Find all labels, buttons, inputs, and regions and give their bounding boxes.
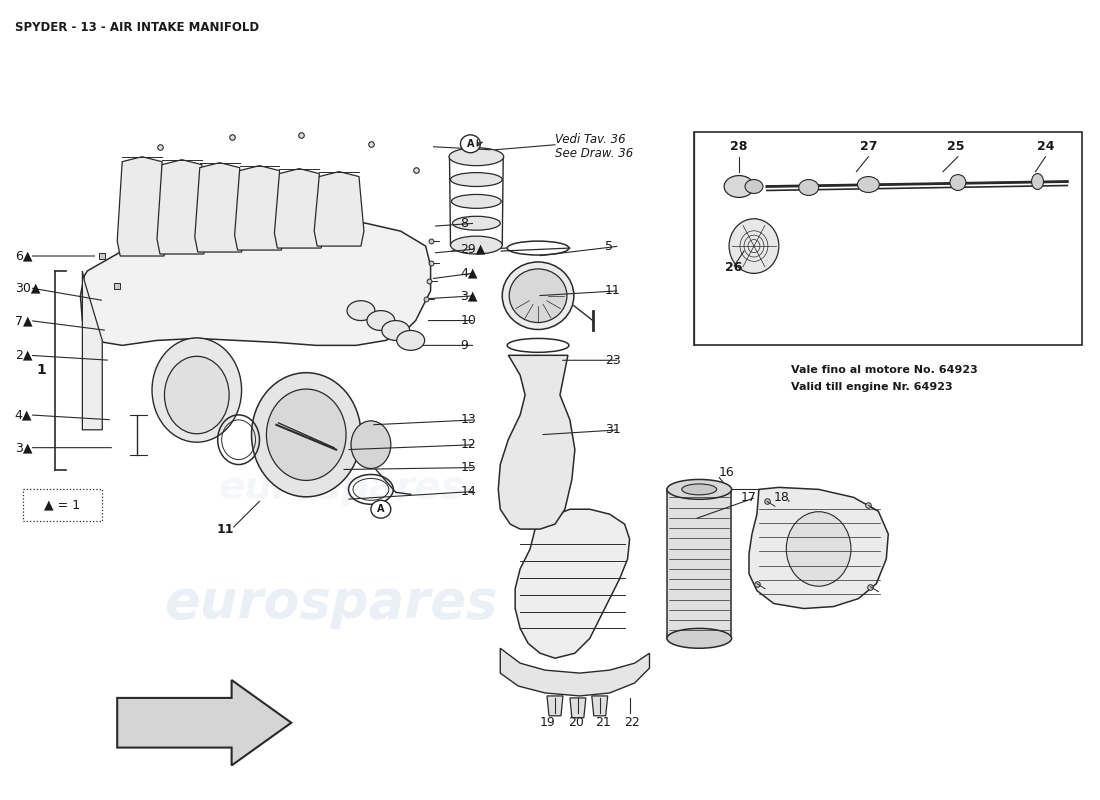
Text: 19: 19 (540, 716, 556, 730)
Ellipse shape (382, 321, 409, 341)
Text: 18: 18 (774, 491, 790, 504)
Text: 9: 9 (461, 339, 469, 352)
Text: 27: 27 (859, 140, 877, 153)
Ellipse shape (451, 236, 503, 254)
Ellipse shape (667, 479, 732, 499)
Polygon shape (592, 696, 607, 716)
Polygon shape (234, 166, 284, 250)
Text: 11: 11 (217, 522, 234, 535)
Polygon shape (157, 160, 207, 254)
Text: 28: 28 (730, 140, 748, 153)
Text: eurospares: eurospares (164, 578, 498, 630)
Ellipse shape (509, 269, 566, 322)
Text: 13: 13 (461, 414, 476, 426)
Ellipse shape (786, 512, 851, 586)
Ellipse shape (346, 301, 375, 321)
Text: 16: 16 (719, 466, 735, 479)
Polygon shape (668, 490, 732, 638)
Ellipse shape (857, 177, 879, 193)
Text: 11: 11 (605, 284, 620, 298)
Text: Vedi Tav. 36: Vedi Tav. 36 (556, 134, 626, 146)
Text: 29▲: 29▲ (461, 242, 486, 255)
Text: ▲ = 1: ▲ = 1 (44, 498, 80, 512)
Text: 3▲: 3▲ (14, 441, 32, 454)
Text: 4▲: 4▲ (14, 408, 32, 422)
Ellipse shape (950, 174, 966, 190)
Ellipse shape (252, 373, 361, 497)
Polygon shape (515, 510, 629, 658)
Text: 21: 21 (595, 716, 610, 730)
Ellipse shape (165, 356, 229, 434)
Text: SPYDER - 13 - AIR INTAKE MANIFOLD: SPYDER - 13 - AIR INTAKE MANIFOLD (14, 21, 258, 34)
Text: 7▲: 7▲ (14, 314, 32, 327)
Ellipse shape (451, 173, 503, 186)
Bar (23, 490, 102, 521)
Ellipse shape (1032, 174, 1044, 190)
Polygon shape (498, 355, 575, 529)
Ellipse shape (266, 389, 346, 481)
Ellipse shape (682, 484, 717, 495)
Text: A: A (377, 504, 385, 514)
Polygon shape (195, 162, 244, 252)
Ellipse shape (799, 179, 818, 195)
Polygon shape (315, 171, 364, 246)
Text: 10: 10 (461, 314, 476, 327)
Text: See Draw. 36: See Draw. 36 (556, 147, 634, 160)
Text: 5: 5 (605, 239, 613, 253)
Text: 17: 17 (741, 491, 757, 504)
Polygon shape (547, 696, 563, 716)
Text: 22: 22 (625, 716, 640, 730)
Ellipse shape (449, 148, 504, 166)
Ellipse shape (729, 218, 779, 274)
Polygon shape (274, 169, 324, 248)
Ellipse shape (724, 175, 754, 198)
Bar (694, 132, 1082, 346)
Polygon shape (82, 271, 102, 430)
Text: 26: 26 (725, 261, 742, 274)
Text: 23: 23 (605, 354, 620, 366)
Text: 31: 31 (605, 423, 620, 436)
Ellipse shape (452, 216, 500, 230)
Ellipse shape (152, 338, 242, 442)
Ellipse shape (371, 500, 390, 518)
Text: 30▲: 30▲ (14, 282, 41, 294)
Text: 12: 12 (461, 438, 476, 451)
Ellipse shape (667, 629, 732, 648)
Ellipse shape (745, 179, 763, 194)
Text: 4▲: 4▲ (461, 266, 478, 279)
Ellipse shape (461, 135, 481, 153)
Text: Vedi Tav. 36: Vedi Tav. 36 (789, 218, 851, 228)
Text: 25: 25 (947, 140, 965, 153)
Polygon shape (80, 216, 430, 346)
Text: Valid till engine Nr. 64923: Valid till engine Nr. 64923 (791, 382, 953, 392)
Polygon shape (500, 648, 649, 696)
Text: 8: 8 (461, 217, 469, 230)
Text: 6▲: 6▲ (14, 250, 32, 262)
Text: 20: 20 (568, 716, 584, 730)
Text: See Draw. 36: See Draw. 36 (789, 232, 858, 242)
Text: A: A (466, 138, 474, 149)
Ellipse shape (451, 194, 502, 208)
Polygon shape (118, 157, 167, 256)
Ellipse shape (503, 262, 574, 330)
Text: Vale fino al motore No. 64923: Vale fino al motore No. 64923 (791, 366, 978, 375)
Text: 14: 14 (461, 485, 476, 498)
Ellipse shape (351, 421, 390, 469)
Polygon shape (749, 487, 889, 609)
Text: 24: 24 (1036, 140, 1054, 153)
Polygon shape (118, 680, 292, 766)
Text: 2▲: 2▲ (14, 349, 32, 362)
Text: 3▲: 3▲ (461, 290, 478, 302)
Text: 15: 15 (461, 461, 476, 474)
Ellipse shape (397, 330, 425, 350)
Ellipse shape (367, 310, 395, 330)
Polygon shape (570, 698, 586, 718)
Text: 1: 1 (36, 363, 46, 378)
Text: eurospares: eurospares (218, 470, 464, 507)
